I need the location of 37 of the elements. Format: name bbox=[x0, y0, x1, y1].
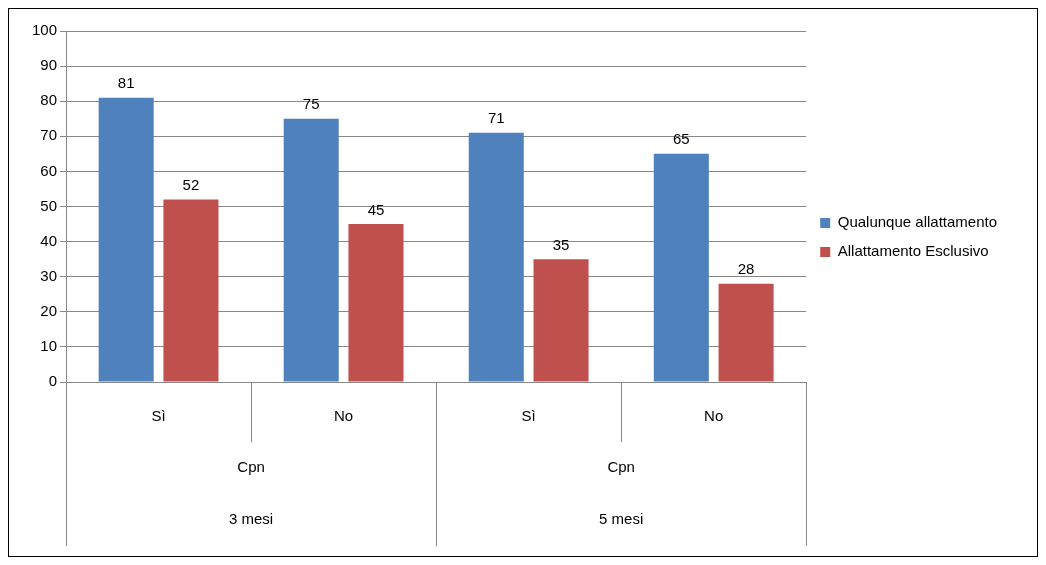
y-tick-label: 20 bbox=[40, 301, 58, 319]
data-label: 75 bbox=[302, 95, 320, 113]
data-label: 35 bbox=[552, 235, 570, 253]
bar bbox=[283, 118, 339, 382]
y-tick-label: 40 bbox=[40, 231, 58, 249]
legend-label: Allattamento Esclusivo bbox=[837, 242, 989, 260]
bar bbox=[348, 224, 404, 382]
y-tick-label: 50 bbox=[40, 196, 58, 214]
data-label: 65 bbox=[672, 130, 690, 148]
y-tick-label: 90 bbox=[40, 56, 58, 74]
bar bbox=[533, 259, 589, 382]
legend-label: Qualunque allattamento bbox=[837, 213, 997, 231]
y-tick-label: 0 bbox=[48, 372, 58, 390]
x-tick-label: No bbox=[334, 407, 354, 425]
bar bbox=[163, 199, 219, 382]
bar bbox=[718, 283, 774, 382]
y-tick-label: 60 bbox=[40, 161, 58, 179]
data-label: 45 bbox=[367, 200, 385, 218]
text: 5 mesi bbox=[599, 510, 644, 528]
y-tick-label: 70 bbox=[40, 126, 58, 144]
text: 3 mesi bbox=[228, 510, 274, 528]
data-label: 52 bbox=[182, 176, 200, 194]
bar bbox=[468, 132, 524, 382]
bar bbox=[653, 153, 709, 382]
data-label: 28 bbox=[737, 260, 755, 278]
x-tick-label: No bbox=[704, 407, 724, 425]
y-tick-label: 80 bbox=[40, 91, 58, 109]
data-label: 81 bbox=[117, 74, 135, 92]
text: Cpn bbox=[237, 458, 265, 476]
bar bbox=[98, 97, 154, 382]
y-tick-label: 30 bbox=[40, 266, 58, 284]
y-tick-label: 100 bbox=[32, 21, 58, 39]
text: Cpn bbox=[607, 458, 635, 476]
y-tick-label: 10 bbox=[40, 337, 58, 355]
x-tick-label: Sì bbox=[521, 407, 536, 425]
x-tick-label: Sì bbox=[151, 407, 166, 425]
data-label: 71 bbox=[487, 109, 505, 127]
